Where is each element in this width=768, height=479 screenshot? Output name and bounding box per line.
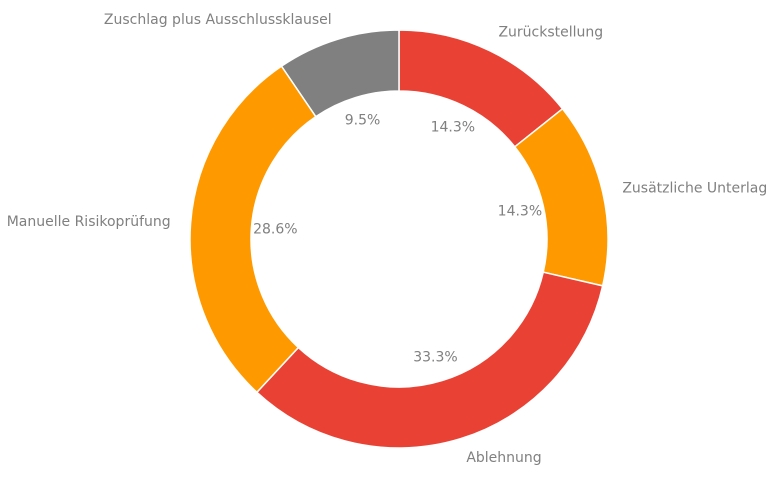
slice-label-0: Zurückstellung — [498, 25, 603, 41]
slice-percent-2: 33.3% — [413, 350, 457, 366]
slice-percent-0: 14.3% — [431, 119, 475, 135]
donut-slice-1 — [513, 107, 609, 287]
donut-slice-4 — [280, 29, 400, 118]
slice-label-3: Manuelle Risikoprüfung — [7, 214, 171, 230]
slice-label-4: Zuschlag plus Ausschlussklausel — [104, 12, 332, 28]
slice-label-1: Zusätzliche Unterlagen — [622, 180, 768, 196]
slice-percent-3: 28.6% — [253, 222, 297, 238]
slice-percent-4: 9.5% — [345, 112, 381, 128]
donut-slice-2 — [255, 271, 604, 449]
slice-percent-1: 14.3% — [498, 204, 542, 220]
donut-slice-3 — [189, 65, 317, 394]
slice-label-2: Ablehnung — [466, 450, 541, 466]
